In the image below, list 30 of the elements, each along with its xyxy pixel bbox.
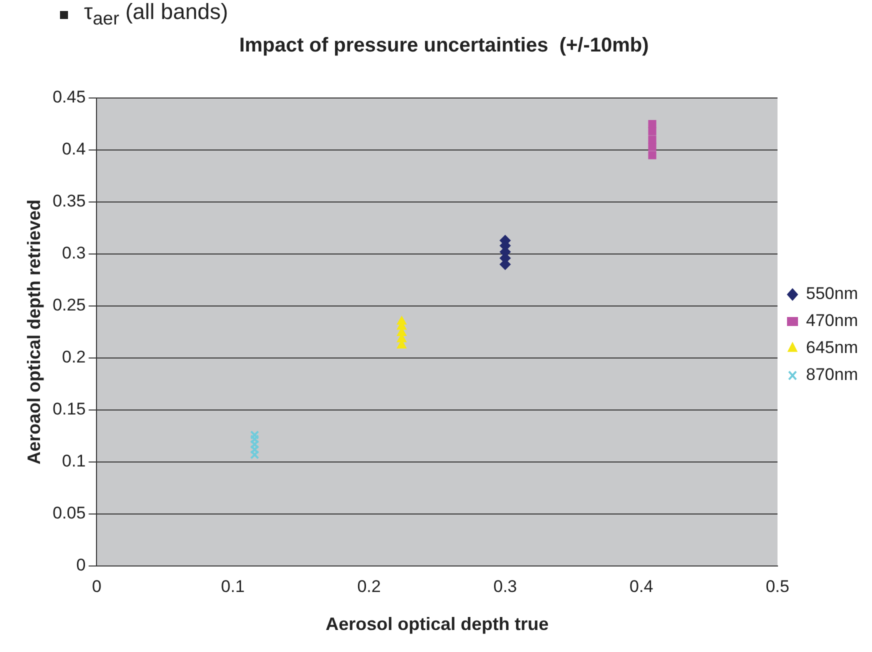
x-tick-label: 0.1 — [221, 576, 245, 596]
x-tick-label: 0.4 — [630, 576, 654, 596]
y-tick-label: 0 — [76, 556, 86, 575]
legend-label: 470nm — [806, 311, 858, 330]
y-axis-title: Aeroaol optical depth retrieved — [24, 199, 44, 465]
y-tick-label: 0.2 — [62, 348, 86, 367]
legend-label: 870nm — [806, 365, 858, 384]
y-tick-label: 0.35 — [52, 192, 86, 211]
y-tick-label: 0.45 — [52, 88, 86, 107]
point — [648, 127, 656, 136]
point — [648, 120, 656, 128]
x-tick-label: 0 — [92, 576, 102, 596]
point — [648, 151, 656, 160]
point — [396, 316, 407, 325]
y-tick-label: 0.25 — [52, 296, 86, 315]
chart-title: Impact of pressure uncertainties (+/-10mb) — [239, 34, 649, 57]
x-tick-label: 0.2 — [357, 576, 381, 596]
legend-label: 550nm — [806, 284, 858, 304]
y-tick-label: 0.4 — [62, 140, 86, 159]
y-tick-label: 0.15 — [52, 400, 86, 419]
legend-label: 645nm — [806, 338, 858, 358]
point — [648, 136, 656, 144]
x-axis-title: Aerosol optical depth true — [326, 614, 549, 634]
y-tick-label: 0.05 — [52, 504, 86, 523]
x-tick-label: 0.5 — [766, 576, 790, 596]
y-tick-label: 0.3 — [62, 244, 86, 263]
point — [648, 142, 656, 151]
x-tick-label: 0.3 — [493, 576, 518, 596]
y-tick-label: 0.1 — [62, 452, 86, 471]
text: τ$_{aer}$ (all bands) — [84, 0, 228, 30]
